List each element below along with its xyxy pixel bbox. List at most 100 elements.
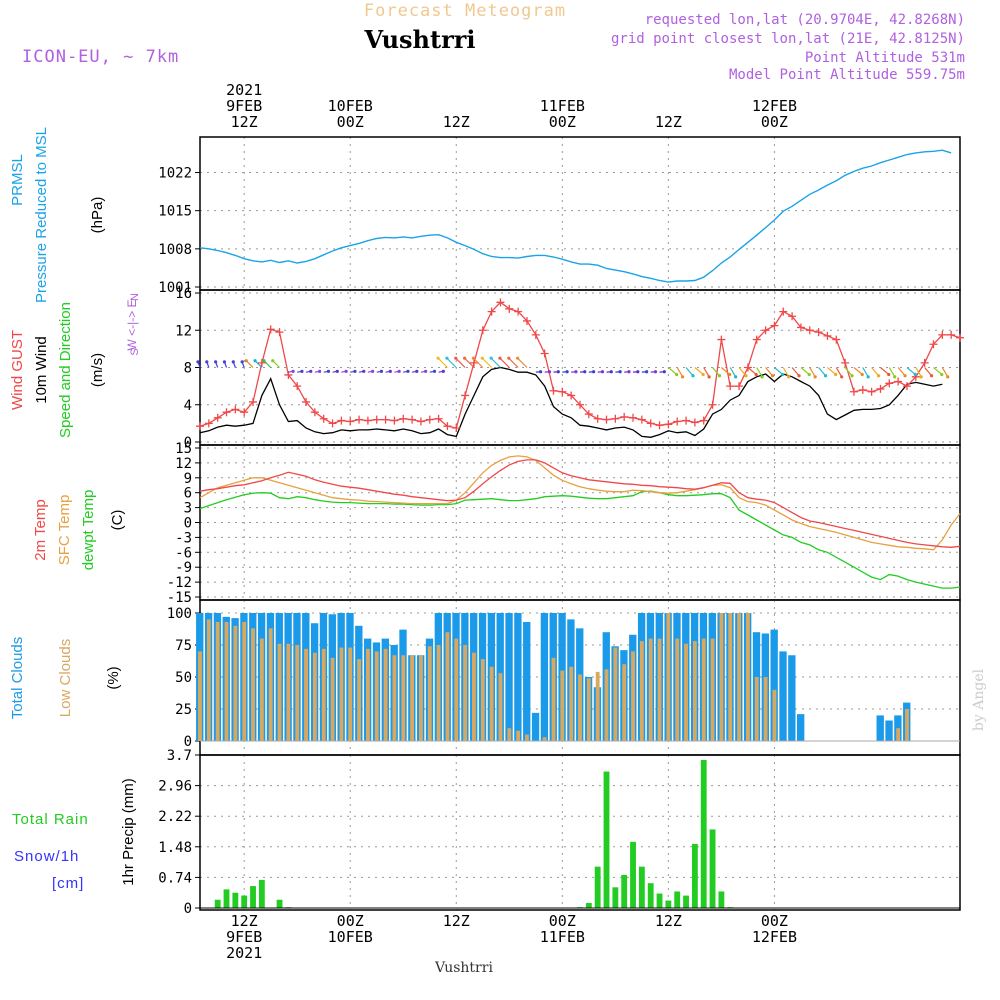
gust-marker — [646, 419, 655, 428]
low-cloud-bar — [410, 655, 415, 741]
rain-bar — [232, 892, 239, 908]
gust-marker — [690, 418, 699, 427]
t2m-line — [199, 459, 961, 548]
wind-arrow — [791, 367, 800, 377]
wind-arrow-head — [371, 369, 375, 373]
low-cloud-bar — [445, 632, 450, 741]
wind-arrow-head — [300, 369, 304, 373]
gust-marker — [902, 382, 911, 391]
low-cloud-bar — [436, 645, 441, 741]
total-cloud-bar — [540, 613, 549, 741]
gust-marker — [752, 335, 761, 344]
wind-arrow — [254, 360, 263, 368]
wind-arrow — [729, 367, 737, 378]
wind-arrow-head — [645, 370, 649, 374]
gust-marker — [469, 358, 478, 367]
wind-arrow-head — [609, 370, 613, 374]
gust-marker — [920, 358, 929, 367]
watermark: by Angel — [971, 668, 987, 731]
gust-marker — [849, 387, 858, 396]
gust-marker — [584, 410, 593, 419]
wind-arrow — [747, 367, 757, 375]
y-tick-label: 0 — [184, 734, 192, 750]
gust-marker — [302, 397, 311, 406]
top-title: Forecast Meteogram — [364, 1, 566, 21]
y-tick-label: 3.7 — [167, 748, 192, 764]
low-cloud-bar — [277, 643, 282, 741]
wind-arrow-head — [507, 356, 511, 360]
wind-arrow — [446, 357, 457, 368]
low-cloud-bar — [233, 625, 238, 741]
rain-bar — [709, 829, 716, 908]
y-tick-label: 16 — [175, 286, 192, 302]
gust-marker — [496, 298, 505, 307]
wind-arrow — [827, 367, 837, 375]
wind-arrow-head — [498, 356, 502, 360]
gust-marker — [717, 335, 726, 344]
wind-arrow-head — [441, 369, 445, 373]
y-tick-label: 2.22 — [158, 809, 192, 825]
gust-marker — [284, 370, 293, 379]
gust-marker — [257, 358, 266, 367]
gust-marker — [222, 408, 231, 417]
low-cloud-bar — [754, 677, 759, 741]
wind-arrow-head — [618, 370, 622, 374]
low-cloud-bar — [657, 638, 662, 741]
gust-marker — [947, 330, 956, 339]
wind-arrow-head — [318, 369, 322, 373]
wind-arrow-head — [379, 369, 384, 373]
wind-arrow-head — [397, 369, 401, 373]
wind-arrow-head — [262, 359, 266, 363]
low-cloud-bar — [701, 638, 706, 741]
low-cloud-bar — [472, 652, 476, 741]
gust-marker — [726, 382, 735, 391]
bottom-time-label: 2021 — [226, 944, 262, 962]
y-tick-label: 12 — [175, 456, 192, 472]
rain-bar — [718, 891, 725, 908]
y-tick-label: 0.74 — [158, 870, 192, 886]
wind-arrow-head — [707, 375, 711, 379]
low-cloud-bar — [198, 651, 202, 741]
wind-arrow — [712, 367, 720, 377]
sfc-temp-line — [199, 455, 961, 551]
y-tick-label: 8 — [184, 361, 192, 377]
total-cloud-bar — [770, 629, 778, 741]
low-cloud-bar — [675, 638, 680, 741]
wind-arrow-head — [445, 356, 449, 360]
gust-marker — [788, 312, 797, 321]
y-tick-label: -6 — [175, 545, 192, 561]
rain-bar — [647, 883, 654, 908]
total-cloud-bar — [523, 621, 531, 741]
y-tick-label: 25 — [175, 702, 192, 718]
y-tick-label: 1001 — [158, 280, 192, 296]
wind-arrow-head — [840, 375, 844, 379]
low-cloud-bar — [551, 657, 556, 741]
wind-arrow-head — [471, 356, 476, 360]
wind-arrow-head — [770, 374, 775, 378]
bottom-time-label: 10FEB — [328, 928, 373, 946]
low-cloud-bar — [312, 652, 317, 741]
wind-arrow-head — [866, 375, 870, 379]
temp-label-2m: 2m Temp — [32, 499, 49, 560]
wind-arrow — [481, 357, 493, 368]
wind-arrow-head — [489, 356, 493, 360]
gust-marker — [673, 417, 682, 426]
low-cloud-bar — [719, 613, 724, 741]
wind-arrow-head — [940, 372, 944, 377]
y-tick-label: 0 — [184, 435, 192, 451]
wind-arrow — [508, 357, 519, 368]
wind-arrow-head — [893, 375, 897, 379]
y-tick-label: 100 — [167, 606, 192, 622]
wind-label-dir: Speed and Direction — [57, 302, 74, 438]
low-cloud-bar — [480, 659, 485, 741]
wind-arrow — [941, 367, 949, 378]
pressure-line — [199, 149, 952, 283]
total-cloud-bar — [788, 655, 796, 741]
low-cloud-bar — [542, 737, 547, 741]
gust-marker — [425, 415, 434, 424]
info-line-2: Point Altitude 531m — [805, 50, 965, 66]
bottom-time-label: 11FEB — [540, 928, 585, 946]
low-cloud-bar — [595, 671, 600, 741]
wind-arrow — [667, 367, 678, 375]
